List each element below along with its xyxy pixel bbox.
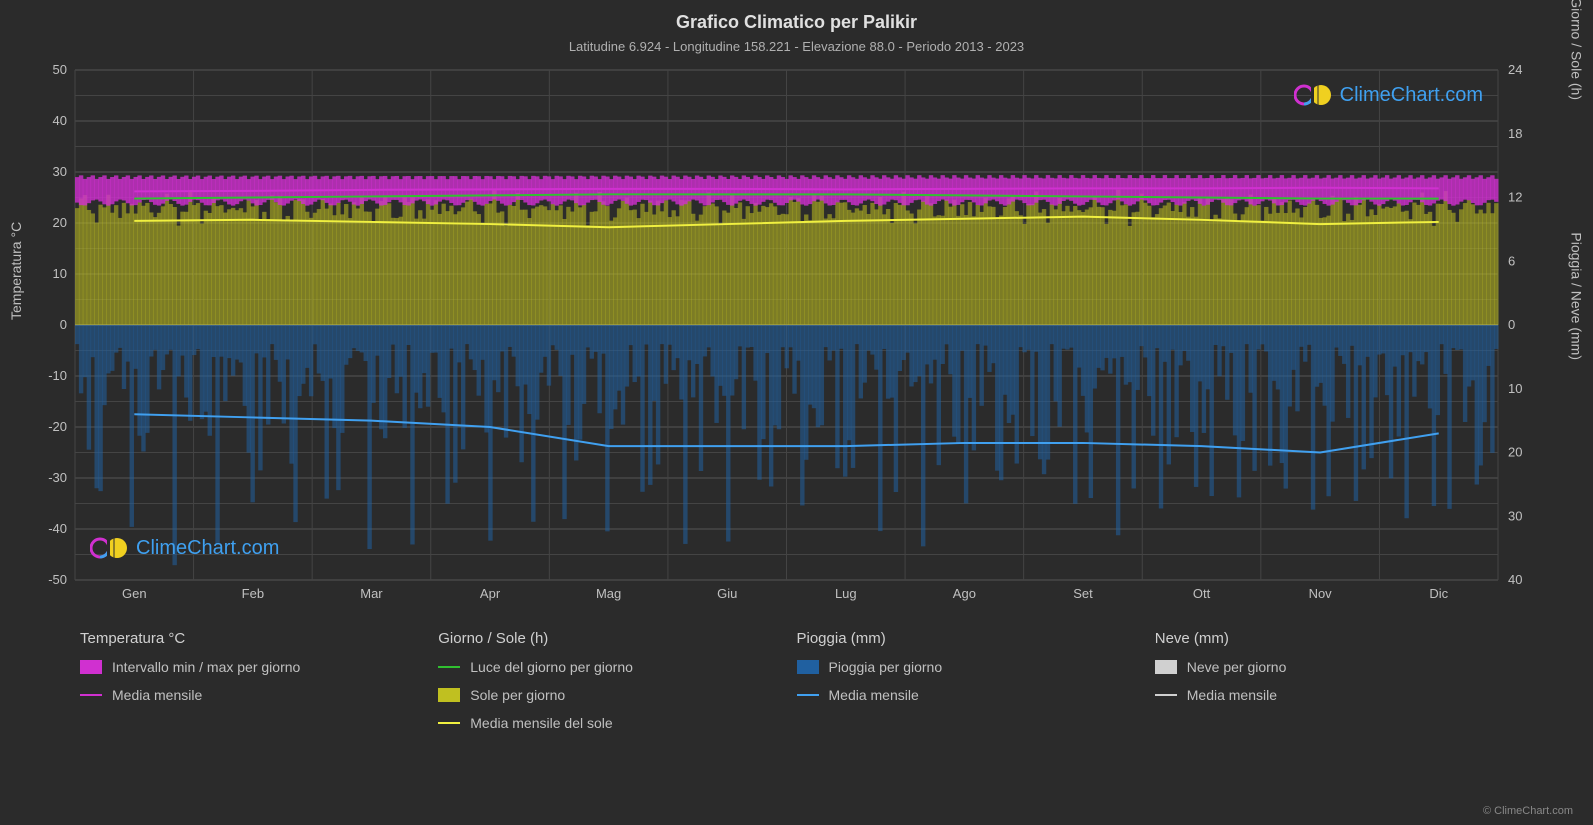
legend-column: Giorno / Sole (h) Luce del giorno per gio… [438,630,796,743]
svg-text:Ago: Ago [953,586,976,601]
legend-item: Luce del giorno per giorno [438,659,796,675]
svg-text:-50: -50 [48,572,67,587]
watermark-bottom: ClimeChart.com [90,535,279,561]
svg-text:24: 24 [1508,62,1522,77]
svg-text:40: 40 [53,113,67,128]
svg-text:40: 40 [1508,572,1522,587]
legend: Temperatura °C Intervallo min / max per g… [80,630,1513,743]
legend-item: Neve per giorno [1155,659,1513,675]
legend-item: Intervallo min / max per giorno [80,659,438,675]
legend-label: Media mensile [1187,687,1277,703]
legend-swatch-icon [1155,660,1177,674]
chart-svg: -50-40-30-20-100102030405006121824102030… [75,70,1498,580]
svg-text:50: 50 [53,62,67,77]
legend-line-icon [438,722,460,724]
svg-text:20: 20 [1508,445,1522,460]
legend-header: Giorno / Sole (h) [438,630,796,647]
svg-text:0: 0 [1508,317,1515,332]
plot-area: -50-40-30-20-100102030405006121824102030… [75,70,1498,580]
legend-line-icon [438,666,460,668]
legend-label: Pioggia per giorno [829,659,943,675]
legend-label: Neve per giorno [1187,659,1287,675]
legend-header: Neve (mm) [1155,630,1513,647]
svg-text:0: 0 [60,317,67,332]
legend-item: Pioggia per giorno [797,659,1155,675]
svg-text:Lug: Lug [835,586,857,601]
legend-header: Pioggia (mm) [797,630,1155,647]
svg-text:Mag: Mag [596,586,621,601]
legend-line-icon [80,694,102,696]
logo-icon [1294,82,1334,108]
svg-text:30: 30 [53,164,67,179]
legend-label: Luce del giorno per giorno [470,659,633,675]
legend-label: Media mensile [829,687,919,703]
svg-text:10: 10 [1508,381,1522,396]
svg-text:-30: -30 [48,470,67,485]
legend-label: Media mensile del sole [470,715,612,731]
legend-item: Media mensile [797,687,1155,703]
svg-text:20: 20 [53,215,67,230]
svg-text:Gen: Gen [122,586,147,601]
watermark-text: ClimeChart.com [1340,84,1483,107]
svg-text:Mar: Mar [360,586,383,601]
svg-text:-10: -10 [48,368,67,383]
legend-item: Media mensile del sole [438,715,796,731]
svg-text:12: 12 [1508,190,1522,205]
chart-subtitle: Latitudine 6.924 - Longitudine 158.221 -… [0,33,1593,54]
legend-swatch-icon [797,660,819,674]
copyright: © ClimeChart.com [1483,805,1573,817]
svg-text:Feb: Feb [242,586,264,601]
svg-text:Ott: Ott [1193,586,1211,601]
svg-text:10: 10 [53,266,67,281]
legend-swatch-icon [80,660,102,674]
legend-column: Neve (mm) Neve per giorno Media mensile [1155,630,1513,743]
svg-text:Set: Set [1073,586,1093,601]
legend-item: Media mensile [80,687,438,703]
svg-text:Giu: Giu [717,586,737,601]
legend-label: Sole per giorno [470,687,565,703]
watermark-text: ClimeChart.com [136,537,279,560]
svg-text:6: 6 [1508,253,1515,268]
svg-text:Nov: Nov [1309,586,1333,601]
y-axis-right-top-label: Giorno / Sole (h) [1569,0,1585,100]
legend-item: Sole per giorno [438,687,796,703]
logo-icon [90,535,130,561]
legend-swatch-icon [438,688,460,702]
climate-chart: Grafico Climatico per Palikir Latitudine… [0,0,1593,825]
legend-label: Media mensile [112,687,202,703]
svg-text:Apr: Apr [480,586,501,601]
y-axis-left-label: Temperatura °C [8,222,24,320]
svg-text:-20: -20 [48,419,67,434]
svg-text:-40: -40 [48,521,67,536]
chart-title: Grafico Climatico per Palikir [0,0,1593,33]
legend-line-icon [797,694,819,696]
legend-header: Temperatura °C [80,630,438,647]
svg-text:Dic: Dic [1429,586,1448,601]
legend-column: Pioggia (mm) Pioggia per giorno Media mens… [797,630,1155,743]
y-axis-right-bottom-label: Pioggia / Neve (mm) [1569,232,1585,360]
legend-line-icon [1155,694,1177,696]
legend-column: Temperatura °C Intervallo min / max per g… [80,630,438,743]
svg-text:30: 30 [1508,508,1522,523]
legend-item: Media mensile [1155,687,1513,703]
svg-text:18: 18 [1508,126,1522,141]
watermark-top: ClimeChart.com [1294,82,1483,108]
legend-label: Intervallo min / max per giorno [112,659,300,675]
